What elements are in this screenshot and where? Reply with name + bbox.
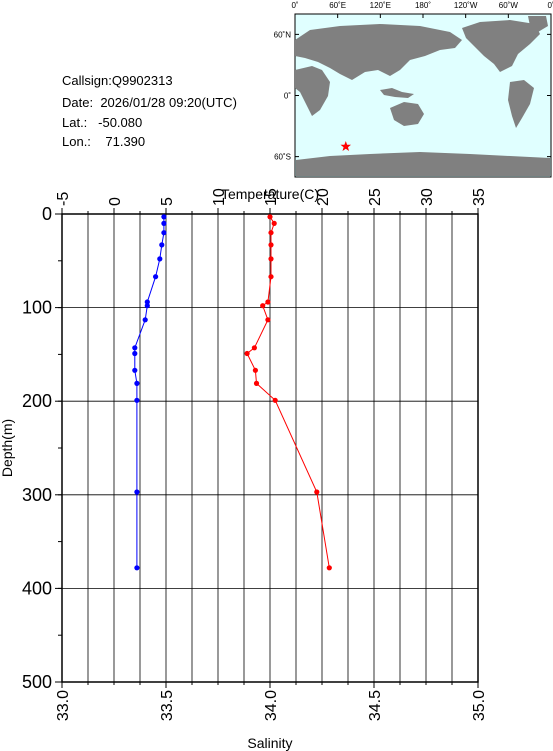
salinity-profile-line [134, 216, 165, 568]
salinity-point [161, 220, 167, 226]
temp-tick-label: 35 [471, 188, 488, 206]
map-land [295, 16, 550, 176]
temp-tick-label: 30 [419, 188, 436, 206]
salinity-point [153, 274, 159, 280]
temperature-point [271, 220, 277, 226]
temp-tick-label: 15 [263, 188, 280, 206]
temperature-point [253, 380, 260, 386]
map-top-tick-label: 0˚ [291, 1, 298, 10]
depth-tick-label: 200 [22, 391, 52, 411]
sal-tick-label: 33.0 [55, 690, 72, 721]
salinity-point [159, 242, 165, 248]
temperature-point [260, 303, 266, 309]
callsign-label: Callsign: [62, 73, 112, 88]
lon-value: 71.390 [105, 134, 146, 149]
temp-tick-label: 0 [107, 197, 124, 206]
sal-tick-label: 35.0 [471, 690, 488, 721]
temp-tick-label: -5 [55, 192, 72, 206]
lon-row: Lon.: 71.390 [62, 134, 145, 149]
salinity-axis-label: Salinity [247, 735, 292, 751]
temperature-axis-label: Temperature(C) [221, 186, 319, 202]
salinity-point [134, 565, 140, 571]
temp-tick-label: 5 [159, 197, 176, 206]
chart-series [132, 214, 332, 571]
temperature-point [244, 350, 250, 357]
temperature-point [268, 274, 274, 280]
salinity-point [142, 317, 148, 323]
map-top-tick-label: 120˚E [370, 1, 391, 10]
date-row: Date: 2026/01/28 09:20(UTC) [62, 95, 237, 110]
salinity-point [144, 303, 150, 309]
temp-tick-label: 25 [367, 188, 384, 206]
lat-row: Lat.: -50.080 [62, 115, 142, 130]
callsign-row: Callsign:Q9902313 [62, 73, 173, 88]
date-value: 2026/01/28 09:20(UTC) [100, 95, 237, 110]
land-europe-asia [295, 24, 462, 80]
map-lat-tick-label: 60˚N [274, 30, 292, 39]
float-position-marker [340, 141, 351, 151]
salinity-point [157, 256, 163, 262]
lon-label: Lon.: [62, 134, 91, 149]
depth-tick-label: 100 [22, 298, 52, 318]
land-north-america [462, 20, 540, 72]
lat-value: -50.080 [98, 115, 143, 130]
salinity-point [132, 350, 138, 357]
depth-tick-label: 500 [22, 672, 52, 692]
land-africa [295, 66, 330, 116]
salinity-point [134, 397, 140, 403]
map-top-tick-label: 60˚E [329, 1, 346, 10]
sal-tick-label: 33.5 [159, 690, 176, 721]
temperature-point [268, 242, 274, 248]
date-label: Date: [62, 95, 94, 110]
temperature-point [267, 214, 273, 220]
map-top-tick-label: 60˚W [499, 1, 519, 10]
land-australia [390, 102, 424, 126]
temperature-profile-line [246, 216, 330, 568]
temperature-point [268, 230, 274, 236]
salinity-point [134, 489, 140, 495]
temp-tick-label: 10 [211, 188, 228, 206]
world-map: 0˚ 60˚E 120˚E 180˚ 120˚W 60˚W 0˚ 60˚N 0˚ 60˚S [274, 1, 553, 178]
map-lat-tick-label: 60˚S [274, 153, 291, 162]
depth-axis-label: Depth(m) [0, 419, 15, 477]
depth-tick-label: 300 [22, 485, 52, 505]
land-antarctica [296, 152, 550, 176]
land-greenland [528, 16, 548, 32]
sal-tick-label: 34.5 [367, 690, 384, 721]
land-indonesia [380, 88, 414, 98]
temperature-point [265, 299, 271, 305]
depth-tick-label: 0 [42, 204, 52, 224]
salinity-point [161, 230, 167, 236]
temperature-point [314, 489, 320, 495]
depth-tick-label: 400 [22, 578, 52, 598]
map-top-tick-label: 120˚W [454, 1, 478, 10]
salinity-point [134, 380, 140, 386]
map-top-tick-label: 0˚ [547, 1, 553, 10]
callsign-value: Q9902313 [111, 73, 173, 88]
sal-tick-label: 34.0 [263, 690, 280, 721]
temperature-point [268, 256, 274, 262]
temperature-point [252, 367, 258, 373]
temperature-point [265, 317, 271, 323]
lat-label: Lat.: [62, 115, 88, 130]
salinity-point [132, 367, 138, 373]
temperature-point [326, 565, 332, 571]
map-top-tick-label: 180˚ [415, 1, 431, 10]
salinity-point [144, 299, 150, 305]
temp-tick-label: 20 [315, 188, 332, 206]
temperature-point [251, 345, 257, 351]
salinity-point [132, 345, 138, 351]
salinity-point [161, 214, 167, 220]
land-south-america [508, 80, 534, 128]
map-axis-ticks: 0˚ 60˚E 120˚E 180˚ 120˚W 60˚W 0˚ 60˚N 0˚ 60˚S [274, 1, 553, 162]
map-lat-tick-label: 0˚ [284, 92, 291, 101]
temperature-point [272, 397, 278, 403]
